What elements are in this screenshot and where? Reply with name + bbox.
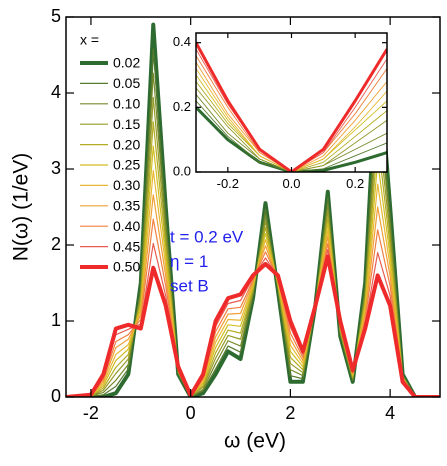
legend-label: 0.05 [113,75,140,91]
line [196,55,387,172]
line [66,254,440,397]
line [66,218,440,397]
legend-label: 0.40 [113,218,140,234]
y-tick-label: 4 [51,82,61,102]
legend-label: 0.50 [113,259,140,275]
x-tick-label: -2 [83,403,99,423]
y-tick-label: 0.0 [173,163,191,178]
x-tick-label: 0 [186,403,196,423]
x-tick-label: 0.2 [346,176,364,191]
line [196,41,387,172]
legend-title: x = [80,32,99,48]
x-axis-label: ω (eV) [224,430,286,453]
legend-label: 0.45 [113,238,140,254]
x-tick-label: -0.2 [217,176,239,191]
legend-label: 0.10 [113,96,140,112]
x-tick-label: 4 [385,403,395,423]
line [196,94,387,172]
main-plot: -2 0 2 4 0 1 2 3 4 5 [51,6,441,423]
y-tick-label: 3 [51,158,61,178]
legend-label: 0.25 [113,157,140,173]
legend-label: 0.35 [113,198,140,214]
line [196,81,387,172]
line [196,61,387,172]
y-tick-label: 0.2 [173,99,191,114]
y-tick-label: 1 [51,310,61,330]
legend-label: 0.02 [113,55,140,71]
y-axis-label: N(ω) (1/eV) [10,153,33,262]
x-tick-label: 2 [285,403,295,423]
y-tick-label: 2 [51,234,61,254]
annotation: η = 1 [170,252,208,271]
inset: -0.2 0.0 0.2 0.0 0.2 0.4 [173,32,388,191]
y-tick-label: 5 [51,6,61,26]
x-tick-label: 0.0 [282,176,300,191]
annotation: set B [170,276,209,295]
lines [66,22,440,397]
plot-frame [65,16,441,398]
legend-label: 0.15 [113,116,140,132]
line [196,87,387,172]
line [196,68,387,172]
line [196,74,387,172]
legend-label: 0.20 [113,136,140,152]
y-tick-label: 0 [51,386,61,406]
y-tick-label: 0.4 [173,34,191,49]
annotation: t = 0.2 eV [170,227,244,246]
lines [196,41,387,172]
legend: x = 0.02 0.05 0.10 0.15 0.20 0.25 0.30 0.35 0.40 0… [80,32,140,275]
legend-label: 0.30 [113,177,140,193]
line [196,106,387,172]
line [66,194,440,397]
line [196,48,387,172]
line [196,100,387,172]
